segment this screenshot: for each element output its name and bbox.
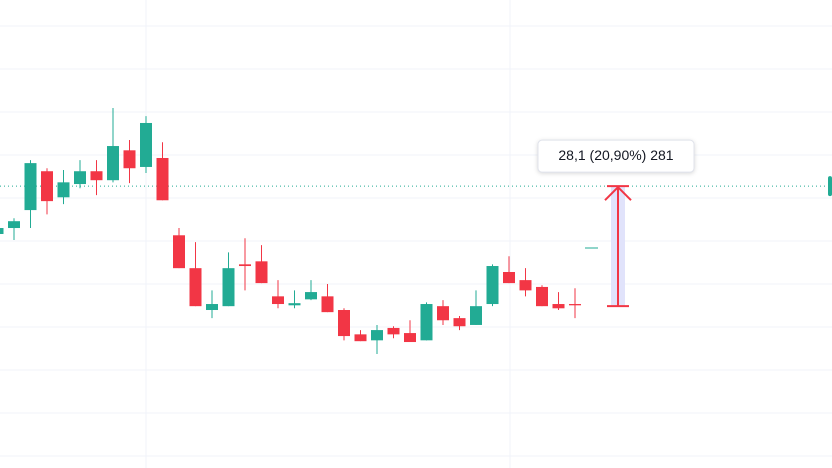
candle-body [288, 303, 301, 306]
price-marker [828, 176, 832, 197]
candle-body [239, 264, 251, 267]
candle-body [404, 333, 416, 343]
measure-label: 28,1 (20,90%) 281 [558, 147, 673, 163]
candle-body [123, 150, 136, 169]
candle-body [206, 304, 218, 311]
candle-body [420, 304, 433, 341]
candle-body [24, 163, 37, 211]
candle-body [453, 318, 466, 327]
candle-body [354, 334, 367, 342]
candle-body [486, 266, 499, 305]
candle-body [74, 171, 86, 185]
candle-body [387, 327, 400, 335]
candle-body [272, 296, 284, 305]
candle-body [255, 261, 268, 284]
candle-body [107, 146, 119, 181]
candle-body [156, 157, 169, 201]
candle-body [470, 306, 482, 325]
candle-body [90, 171, 103, 181]
candle-body [41, 171, 53, 202]
candle-body [569, 304, 581, 306]
candle-body [371, 330, 383, 341]
candle-body [305, 292, 317, 300]
candle-body [0, 228, 4, 234]
candle-body [552, 304, 565, 309]
candle-body [536, 286, 548, 307]
candle-body [173, 235, 185, 269]
candle-body [437, 306, 449, 321]
candle-body [189, 268, 202, 307]
candle-body [503, 272, 515, 284]
measure-box [537, 139, 695, 173]
measure-arrow [604, 185, 632, 201]
candle-body [222, 268, 235, 307]
candle-body [321, 296, 334, 313]
candle-body [8, 221, 20, 229]
candle-body [338, 310, 350, 337]
candle-body [140, 122, 152, 167]
candle-body [57, 182, 70, 198]
candle-body [519, 280, 532, 291]
